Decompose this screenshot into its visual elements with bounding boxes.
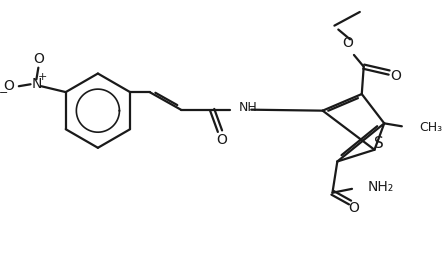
Text: O: O: [4, 79, 14, 93]
Text: +: +: [37, 73, 47, 83]
Text: NH₂: NH₂: [368, 180, 394, 194]
Text: S: S: [375, 136, 384, 152]
Text: O: O: [348, 201, 359, 215]
Text: O: O: [343, 36, 354, 50]
Text: NH: NH: [239, 101, 257, 114]
Text: N: N: [31, 77, 41, 91]
Text: O: O: [216, 133, 227, 147]
Text: O: O: [391, 70, 401, 83]
Text: CH₃: CH₃: [419, 121, 442, 134]
Text: O: O: [33, 52, 44, 66]
Text: −: −: [0, 88, 8, 98]
